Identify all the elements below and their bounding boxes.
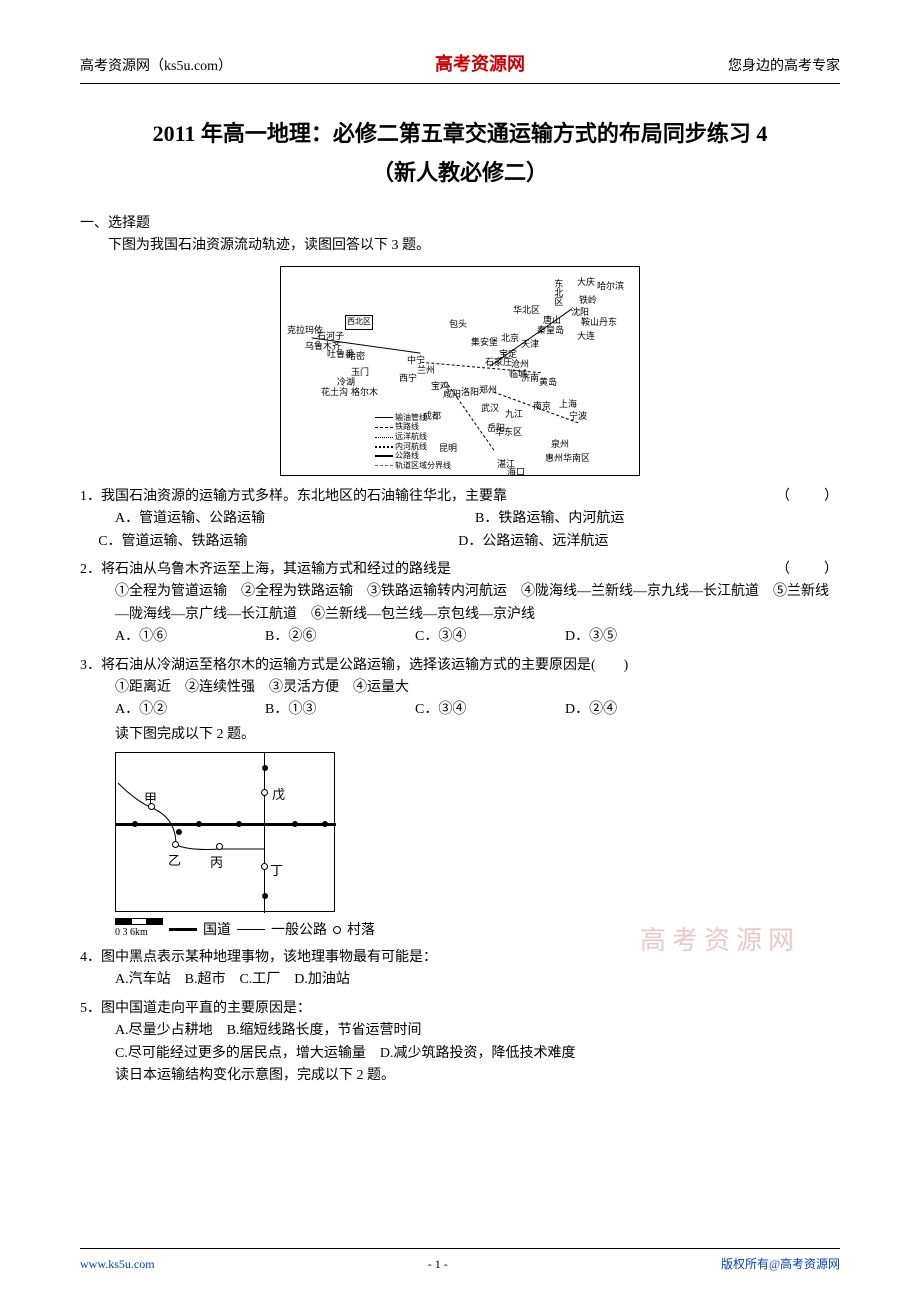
q2-opt-c: C．③④	[415, 626, 565, 648]
city-tj: 天津	[521, 337, 539, 351]
intro-text-1: 下图为我国石油资源流动轨迹，读图回答以下 3 题。	[108, 235, 840, 257]
legend-national-road-label: 国道	[203, 918, 231, 940]
q2-subtext: ①全程为管道运输 ②全程为铁路运输 ③铁路运输转内河航运 ④陇海线—兰新线—京九…	[115, 581, 840, 626]
region-label-ne: 东北区	[551, 279, 565, 306]
intro-text-3: 读日本运输结构变化示意图，完成以下 2 题。	[115, 1065, 840, 1087]
section-1-label: 一、选择题	[80, 213, 840, 235]
city-dq: 大庆	[577, 275, 595, 289]
page-header: 高考资源网（ks5u.com） 高考资源网 您身边的高考专家	[80, 50, 840, 84]
q1-opt-c: C．管道运输、铁路运输	[98, 531, 458, 553]
scale-text: 0 3 6km	[115, 925, 148, 941]
city-yy: 岳阳	[487, 421, 505, 435]
legend-river: 内河航线	[395, 442, 427, 451]
q5-opts-ab: A.尽量少占耕地 B.缩短线路长度，节省运营时间	[115, 1020, 840, 1042]
q3-opt-b: B．①③	[265, 699, 415, 721]
q5-opts-cd: C.尽可能经过更多的居民点，增大运输量 D.减少筑路投资，降低技术难度	[115, 1043, 840, 1065]
road-village-diagram: 甲 乙 丙 丁 戊	[115, 752, 335, 912]
q2-opt-d: D．③⑤	[565, 626, 715, 648]
city-hmi: 哈密	[347, 349, 365, 363]
legend-highway: 公路线	[395, 451, 419, 460]
region-label-cs: 华南区	[563, 451, 590, 465]
city-beijing: 北京	[501, 331, 519, 345]
q4-opts: A.汽车站 B.超市 C.工厂 D.加油站	[115, 969, 840, 991]
legend-ocean: 远洋航线	[395, 432, 427, 441]
label-bing: 丙	[210, 853, 223, 874]
question-2: 2．将石油从乌鲁木齐运至上海，其运输方式和经过的路线是 （ ） ①全程为管道运输…	[80, 559, 840, 649]
china-oil-flow-map: 西北区 华北区 东北区 华东区 华南区 克拉玛依 石河子 乌鲁木齐 吐鲁番 哈密…	[280, 266, 640, 476]
legend-village-label: 村落	[347, 918, 375, 940]
legend-village-icon	[333, 926, 341, 934]
watermark: 高考资源网	[640, 920, 800, 962]
q2-blank: （ ）	[776, 559, 840, 581]
legend-pipeline: 输油管线	[395, 413, 427, 422]
q1-opt-b: B．铁路运输、内河航运	[475, 508, 624, 530]
city-bt: 包头	[449, 317, 467, 331]
page-footer: www.ks5u.com - 1 - 版权所有@高考资源网	[80, 1248, 840, 1274]
header-right: 您身边的高考专家	[728, 56, 840, 78]
question-1: 1．我国石油资源的运输方式多样。东北地区的石油输往华北，主要靠 （ ） A．管道…	[80, 486, 840, 553]
q2-text: 2．将石油从乌鲁木齐运至上海，其运输方式和经过的路线是	[80, 559, 451, 581]
city-ja: 集安堡	[471, 335, 498, 349]
label-jia: 甲	[144, 789, 157, 810]
city-xn: 西宁	[399, 371, 417, 385]
scale-bar: 0 3 6km	[115, 918, 163, 941]
city-hz: 惠州	[545, 451, 563, 465]
q3-text: 3．将石油从冷湖运至格尔木的运输方式是公路运输，选择该运输方式的主要原因是( )	[80, 655, 840, 677]
region-label-nc: 华北区	[513, 303, 540, 317]
city-tl: 铁岭	[579, 293, 597, 307]
city-heb: 哈尔滨	[597, 279, 624, 293]
document-title: 2011 年高一地理：必修二第五章交通运输方式的布局同步练习 4（新人教必修二）	[140, 114, 780, 193]
general-road-curve	[116, 753, 336, 913]
city-hd: 黄岛	[539, 375, 557, 389]
header-center-brand: 高考资源网	[435, 50, 525, 79]
question-3: 3．将石油从冷湖运至格尔木的运输方式是公路运输，选择该运输方式的主要原因是( )…	[80, 655, 840, 722]
village-ding	[261, 863, 268, 870]
label-ding: 丁	[270, 861, 283, 882]
q3-opt-a: A．①②	[115, 699, 265, 721]
city-jj: 九江	[505, 407, 523, 421]
city-wh: 武汉	[481, 401, 499, 415]
q3-subtext: ①距离近 ②连续性强 ③灵活方便 ④运量大	[115, 677, 840, 699]
city-dd: 丹东	[599, 315, 617, 329]
city-hk: 海口	[507, 465, 525, 479]
header-left: 高考资源网（ks5u.com）	[80, 56, 232, 78]
region-label-nw: 西北区	[345, 315, 373, 330]
q3-opt-c: C．③④	[415, 699, 565, 721]
village-wu	[261, 789, 268, 796]
q1-opt-d: D．公路运输、远洋航运	[458, 531, 608, 553]
village-bing	[216, 843, 223, 850]
q2-opt-a: A．①⑥	[115, 626, 265, 648]
city-gem: 格尔木	[351, 385, 378, 399]
city-zz: 郑州	[479, 383, 497, 397]
q1-blank: （ ）	[776, 486, 840, 508]
legend-railway: 铁路线	[395, 422, 419, 431]
city-ly: 洛阳	[461, 385, 479, 399]
label-wu: 戊	[272, 785, 285, 806]
legend-boundary: 轨道区域分界线	[395, 461, 451, 470]
q2-opt-b: B．②⑥	[265, 626, 415, 648]
footer-copyright: 版权所有@高考资源网	[721, 1255, 840, 1274]
legend-general-road-icon	[237, 929, 265, 930]
city-zn: 中宁	[407, 353, 425, 367]
city-hs: 花土沟	[321, 385, 348, 399]
city-dl: 大连	[577, 329, 595, 343]
map-legend: 输油管线 铁路线 远洋航线 内河航线 公路线 轨道区域分界线	[375, 413, 451, 471]
label-yi: 乙	[168, 851, 181, 872]
city-as: 鞍山	[581, 315, 599, 329]
village-yi	[172, 841, 179, 848]
q1-text: 1．我国石油资源的运输方式多样。东北地区的石油输往华北，主要靠	[80, 486, 507, 508]
q1-opt-a: A．管道运输、公路运输	[115, 508, 475, 530]
intro-text-2: 读下图完成以下 2 题。	[115, 724, 840, 746]
legend-national-road-icon	[169, 928, 197, 931]
question-5: 5．图中国道走向平直的主要原因是： A.尽量少占耕地 B.缩短线路长度，节省运营…	[80, 998, 840, 1065]
footer-page-number: - 1 -	[428, 1255, 448, 1274]
q5-text: 5．图中国道走向平直的主要原因是：	[80, 998, 840, 1020]
city-qz: 泉州	[551, 437, 569, 451]
legend-general-road-label: 一般公路	[271, 918, 327, 940]
footer-url: www.ks5u.com	[80, 1255, 155, 1274]
q3-opt-d: D．②④	[565, 699, 715, 721]
